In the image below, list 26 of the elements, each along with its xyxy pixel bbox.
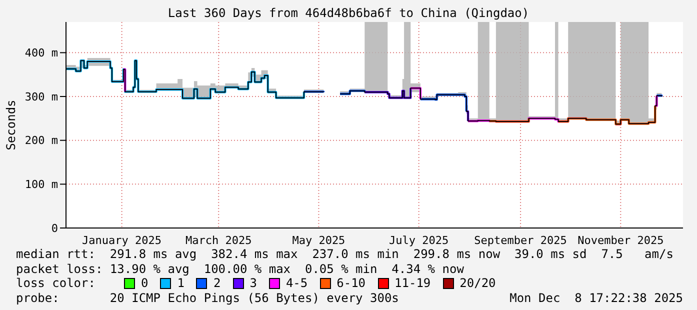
text: probe: 20 ICMP Echo Pings (56 Bytes) every 300s [16,290,399,304]
legend-label: 1 [177,276,184,290]
x-tick-label: September 2025 [474,234,567,247]
y-tick-label: 400 m [24,46,58,60]
y-tick-label: 0 [51,222,58,235]
legend-title: loss color: [16,276,96,290]
legend-label: 3 [250,276,257,290]
text: median rtt: 291.8 ms avg 382.4 ms max 237.0 ms min 299.8 ms now 39.0 ms sd 7.5 am/s [16,247,674,262]
text: Mon Dec 8 17:22:38 2025 [510,290,683,304]
x-tick-label: May 2025 [292,234,346,247]
x-tick-label: March 2025 [185,234,252,247]
y-axis-title: Seconds [4,100,18,150]
y-tick-label: 100 m [24,178,58,192]
legend-label: 11-19 [394,276,431,290]
legend-label: 20/20 [460,276,496,290]
legend-label: 4-5 [286,276,308,290]
legend-label: 0 [141,276,148,290]
x-tick-label: January 2025 [82,234,162,247]
legend-label: 6-10 [336,276,366,290]
chart-title: Last 360 Days from 464d48b6ba6f to China (Qingdao) [166,6,530,20]
text: packet loss: 13.90 % avg 100.00 % max 0.05 % min 4.34 % now [16,262,465,276]
legend-label: 2 [213,276,221,290]
y-tick-label: 200 m [24,134,58,148]
y-tick-label: 300 m [24,90,58,104]
x-tick-label: July 2025 [389,234,449,247]
x-tick-label: November 2025 [578,234,664,247]
